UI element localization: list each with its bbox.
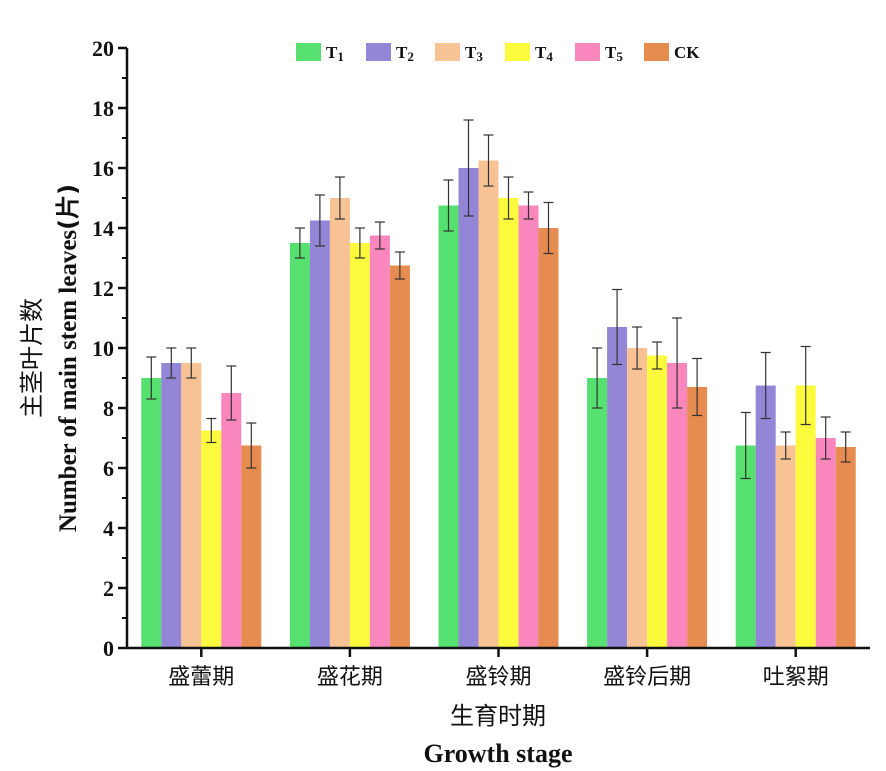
y-tick-label: 18 [92,96,114,121]
legend-swatch [435,43,460,61]
bar [795,385,816,648]
bar [755,385,776,648]
bar [349,243,370,648]
bar [627,348,648,648]
legend-label: T2 [396,43,414,64]
y-axis-label-cn: 主茎叶片数 [18,298,46,418]
bar [647,355,668,648]
bar [241,445,262,648]
bar [221,393,242,648]
axes: 0 2 4 6 8 10 12 14 16 18 20 盛蕾期 盛花期 盛铃期 盛铃后期 吐絮期 [92,36,870,690]
bar [389,265,410,648]
bar [538,228,559,648]
bar [775,445,796,648]
x-tick-label: 盛蕾期 [168,665,234,690]
y-tick-label: 10 [92,336,114,361]
x-tick-label: 盛铃期 [465,665,531,690]
legend-swatch [505,43,530,61]
y-tick-label: 20 [92,36,114,61]
error-bars-layer [146,119,851,480]
bar [498,198,519,648]
bar [815,438,836,648]
bar [309,220,330,648]
legend-label: T4 [535,43,553,64]
x-tick-label: 盛花期 [317,665,383,690]
bar [289,243,310,648]
legend-swatch [575,43,600,61]
y-tick-label: 2 [103,576,114,601]
bar [735,445,756,648]
y-axis-label-en-text: Number of main stem leaves [55,230,82,533]
x-tick-label: 吐絮期 [763,665,829,690]
bar [181,363,202,648]
bar [687,387,708,648]
bar [369,235,390,648]
legend-label: T5 [605,43,623,64]
legend-swatch [296,43,321,61]
legend-label: CK [674,43,700,62]
bar [161,363,182,648]
bar [329,198,350,648]
y-axis-label-unit: (片) [54,184,82,230]
bar [458,168,479,648]
bar [478,160,499,648]
x-axis-label-cn: 生育时期 [450,702,546,730]
bar [607,327,628,648]
y-tick-label: 6 [103,456,114,481]
y-axis-label: 主茎叶片数 Number of main stem leaves(片) [18,184,82,532]
legend-label: T3 [465,43,483,64]
bar [835,447,856,648]
bar [141,378,162,648]
legend-swatch [366,43,391,61]
bars-layer [141,160,856,648]
bar [438,205,459,648]
y-tick-label: 4 [103,516,114,541]
legend: T1 T2 T3 T4 T5 CK [296,43,700,64]
bar [201,430,222,648]
legend-swatch [644,43,669,61]
y-tick-label: 8 [103,396,114,421]
x-tick-label: 盛铃后期 [603,665,691,690]
x-axis-label-en: Growth stage [423,739,572,768]
y-tick-label: 14 [92,216,114,241]
bar [518,205,539,648]
y-tick-label: 0 [103,636,114,661]
y-tick-label: 16 [92,156,114,181]
bar [587,378,608,648]
legend-label: T1 [326,43,344,64]
y-tick-label: 12 [92,276,114,301]
y-axis-label-en: Number of main stem leaves(片) [54,184,82,532]
bar [667,363,688,648]
